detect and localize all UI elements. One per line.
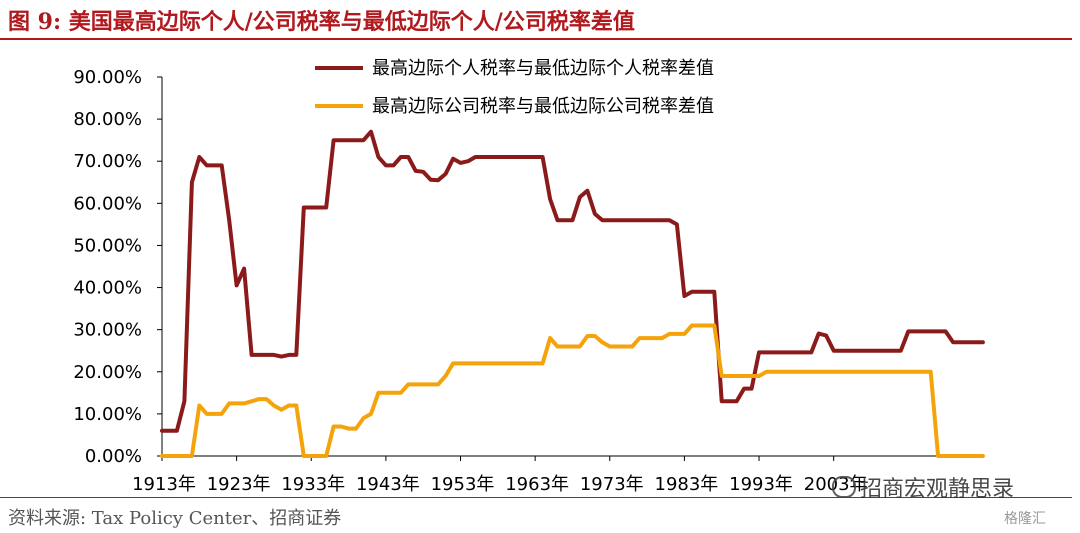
y-tick-label: 80.00% <box>73 109 142 130</box>
x-tick-label: 1923年 <box>207 474 271 495</box>
legend-label-2: 最高边际公司税率与最低边际公司税率差值 <box>372 96 714 117</box>
y-tick-label: 90.00% <box>73 67 142 88</box>
y-tick-label: 0.00% <box>85 446 142 467</box>
wechat-icon <box>832 476 856 498</box>
x-tick-label: 1943年 <box>356 474 420 495</box>
x-tick-label: 1963年 <box>505 474 569 495</box>
x-tick-label: 1913年 <box>132 474 196 495</box>
series-lines <box>160 129 985 458</box>
x-tick-label: 1983年 <box>655 474 719 495</box>
legend-label-1: 最高边际个人税率与最低边际个人税率差值 <box>372 58 714 79</box>
y-tick-label: 50.00% <box>73 235 142 256</box>
figure-title: 图 9: 美国最高边际个人/公司税率与最低边际个人/公司税率差值 <box>8 9 635 35</box>
y-tick-label: 10.00% <box>73 404 142 425</box>
y-tick-label: 40.00% <box>73 278 142 299</box>
watermark-text: 招商宏观静思录 <box>860 477 1015 502</box>
watermark: 招商宏观静思录 <box>832 471 1014 503</box>
source-note: 资料来源: Tax Policy Center、招商证券 <box>8 508 342 529</box>
x-tick-label: 1973年 <box>580 474 644 495</box>
series-line-2 <box>160 323 985 458</box>
y-axis-ticks: 0.00% 10.00% 20.00% 30.00% 40.00% 50.00% 60.00… <box>73 67 162 467</box>
y-tick-label: 60.00% <box>73 193 142 214</box>
corner-logo: 格隆汇 <box>1004 511 1046 527</box>
x-tick-label: 1933年 <box>281 474 345 495</box>
x-tick-label: 1953年 <box>431 474 495 495</box>
y-tick-label: 30.00% <box>73 320 142 341</box>
y-tick-label: 20.00% <box>73 362 142 383</box>
x-tick-label: 1993年 <box>729 474 793 495</box>
y-tick-label: 70.00% <box>73 151 142 172</box>
chart-axes <box>161 77 968 457</box>
source-divider <box>0 497 1072 498</box>
series-line-1 <box>160 129 985 433</box>
title-divider <box>0 38 1072 40</box>
x-axis-ticks: 1913年 1923年 1933年 1943年 1953年 1963年 1973年 1983年… <box>132 456 868 495</box>
